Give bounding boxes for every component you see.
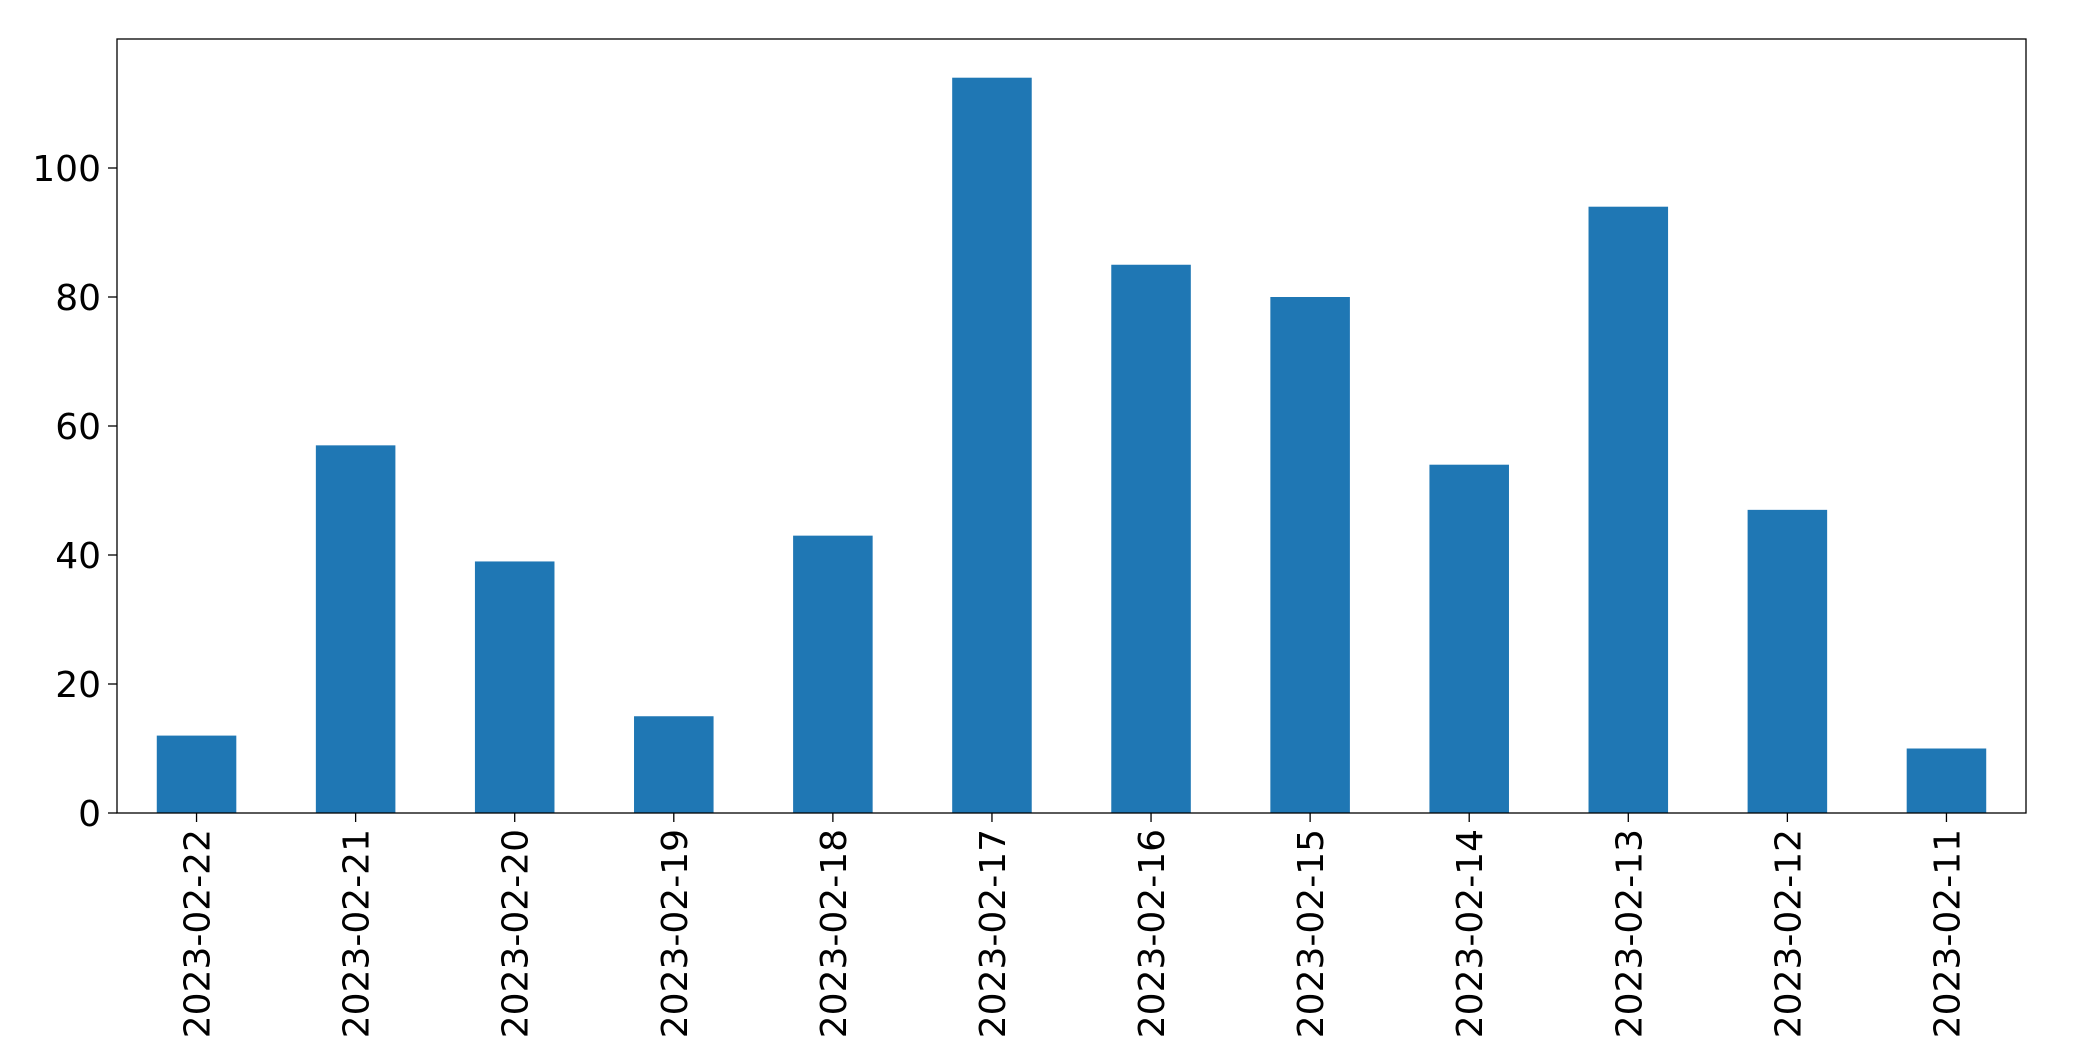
x-tick-label: 2023-02-19 [655,829,696,1038]
x-tick-label: 2023-02-21 [337,829,378,1038]
x-tick-label: 2023-02-18 [814,829,855,1038]
x-tick-label: 2023-02-11 [1927,829,1968,1038]
y-tick-label: 0 [78,794,101,835]
x-tick-label: 2023-02-20 [496,829,537,1038]
bar [793,535,873,813]
x-tick-label: 2023-02-22 [178,829,219,1038]
bar [315,445,396,813]
y-tick-label: 60 [55,407,101,448]
bar [1270,297,1350,813]
bar [634,716,714,813]
bar [1429,464,1509,813]
bar [1588,206,1669,813]
x-tick-label: 2023-02-17 [973,829,1014,1038]
plot-frame [116,38,2027,814]
x-tick-label: 2023-02-16 [1132,829,1173,1038]
x-tick-label: 2023-02-12 [1768,829,1809,1038]
y-tick-label: 80 [55,278,101,319]
y-tick-label: 40 [55,536,101,577]
bar [1906,748,1987,813]
y-tick-label: 100 [32,149,101,190]
bar [952,77,1032,813]
x-tick-label: 2023-02-13 [1609,829,1650,1038]
y-tick-label: 20 [55,665,101,706]
bar [474,561,555,813]
bar [1747,509,1828,813]
bar [156,735,237,813]
bar [1111,264,1191,813]
x-tick-label: 2023-02-15 [1291,829,1332,1038]
x-tick-label: 2023-02-14 [1450,829,1491,1038]
